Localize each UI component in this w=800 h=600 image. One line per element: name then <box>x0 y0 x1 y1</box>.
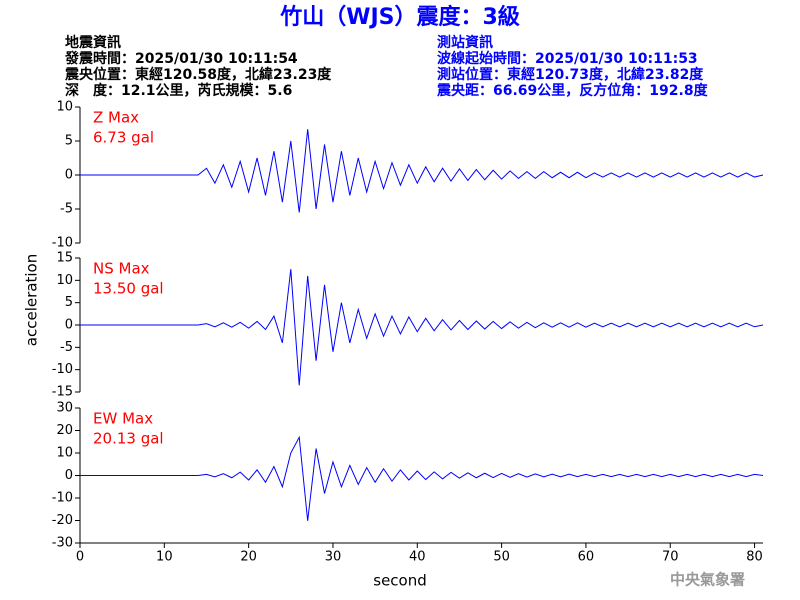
header-line: 波線起始時間：2025/01/30 10:11:53 <box>437 50 698 67</box>
annotation: Z Max <box>93 109 139 127</box>
annotation: NS Max <box>93 260 150 278</box>
y-tick-label: -30 <box>52 536 73 551</box>
y-tick-label: 10 <box>56 446 73 461</box>
x-tick-label: 0 <box>76 550 84 565</box>
y-tick-label: -10 <box>52 236 73 251</box>
y-tick-label: -10 <box>52 362 73 377</box>
y-tick-label: 20 <box>56 423 73 438</box>
x-tick-label: 10 <box>156 550 173 565</box>
y-tick-label: 10 <box>56 273 73 288</box>
y-tick-label: -20 <box>52 513 73 528</box>
header-line: 震央位置：東經120.58度，北緯23.23度 <box>64 66 332 83</box>
y-tick-label: -15 <box>52 385 73 400</box>
x-tick-label: 40 <box>409 550 426 565</box>
header-line: 測站資訊 <box>437 34 493 51</box>
x-tick-label: 30 <box>325 550 342 565</box>
chart-title: 竹山（WJS）震度：3級 <box>279 4 520 30</box>
header-line: 震央距：66.69公里，反方位角：192.8度 <box>436 82 709 99</box>
waveform <box>80 129 764 213</box>
x-tick-label: 20 <box>240 550 257 565</box>
annotation: 20.13 gal <box>93 430 164 448</box>
y-tick-label: 0 <box>65 318 73 333</box>
y-tick-label: 5 <box>65 295 73 310</box>
y-tick-label: 10 <box>56 100 73 115</box>
y-tick-label: 0 <box>65 468 73 483</box>
x-tick-label: 70 <box>662 550 679 565</box>
annotation: 6.73 gal <box>93 129 154 147</box>
header-line: 地震資訊 <box>65 34 121 51</box>
x-axis-label: second <box>373 572 427 590</box>
header-right: 測站資訊 波線起始時間：2025/01/30 10:11:53 測站位置：東經1… <box>436 34 709 99</box>
y-tick-label: 0 <box>65 168 73 183</box>
annotation: 13.50 gal <box>93 280 164 298</box>
y-tick-label: -10 <box>52 491 73 506</box>
footer: 中央氣象署 <box>670 571 745 589</box>
y-tick-label: 15 <box>56 251 73 266</box>
header-line: 深 度：12.1公里，芮氏規模：5.6 <box>65 82 292 99</box>
annotation: EW Max <box>93 410 153 428</box>
x-tick-label: 50 <box>493 550 510 565</box>
y-tick-label: -5 <box>60 340 73 355</box>
waveform <box>80 269 764 386</box>
x-tick-label: 60 <box>578 550 595 565</box>
y-axis-label: acceleration <box>23 254 41 346</box>
x-tick-label: 80 <box>746 550 763 565</box>
y-tick-label: -5 <box>60 202 73 217</box>
waveform <box>80 435 764 521</box>
header-line: 測站位置：東經120.73度，北緯23.82度 <box>437 66 704 83</box>
header-left: 地震資訊 發震時間：2025/01/30 10:11:54 震央位置：東經120… <box>64 34 332 99</box>
y-tick-label: 5 <box>65 134 73 149</box>
header-line: 發震時間：2025/01/30 10:11:54 <box>64 50 298 67</box>
y-tick-label: 30 <box>56 401 73 416</box>
